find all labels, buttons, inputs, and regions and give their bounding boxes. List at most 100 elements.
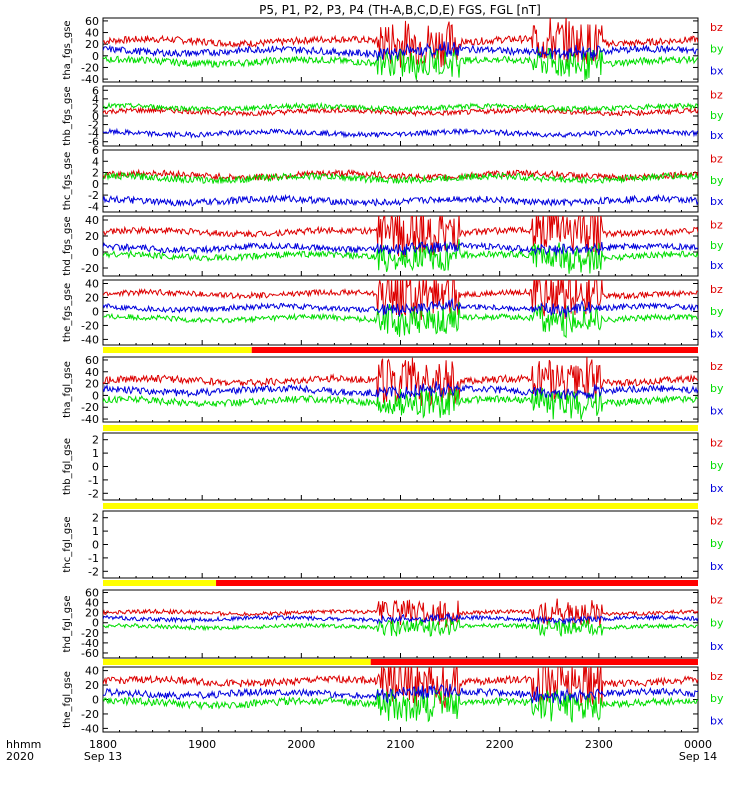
x-date-label: Sep 13 [84,750,122,763]
legend-by: by [710,537,724,550]
series-by [103,386,698,420]
series-bx [103,381,698,400]
legend-bz: bz [710,670,723,683]
y-tick-label: 4 [92,155,99,168]
legend-bx: bx [710,640,724,653]
y-axis-label: thd_fgs_gse [62,216,73,275]
y-tick-label: -40 [81,722,99,735]
panel-thc_fgl_gse: 210-1-2 thc_fgl_gse bz by bx [62,510,724,579]
y-tick-label: 4 [92,93,99,106]
mode-segment-fast [216,580,699,586]
series-bz [103,667,698,708]
legend-bx: bx [710,560,724,573]
y-tick-label: 0 [92,389,99,402]
y-tick-label: 40 [85,27,99,40]
mode-bar [103,503,698,509]
x-tick-label: 2100 [387,738,415,751]
y-tick-label: 60 [85,354,99,367]
legend-by: by [710,109,724,122]
mode-segment-slow [103,503,698,509]
mode-segment-slow [103,659,371,665]
panel-frame [102,510,699,579]
y-tick-label: -20 [81,319,99,332]
y-axis-label: thc_fgs_gse [62,152,73,211]
legend-bz: bz [710,153,723,166]
mode-segment-slow [103,580,217,586]
series-bx [103,41,698,61]
series-bx [103,683,698,705]
series-by [103,688,698,723]
legend-bz: bz [710,360,723,373]
legend-by: by [710,382,724,395]
y-tick-label: -2 [88,565,99,578]
y-tick-label: 0 [92,246,99,259]
legend-by: by [710,692,724,705]
legend-bx: bx [710,64,724,77]
y-tick-label: -4 [88,200,99,213]
y-tick-label: 40 [85,277,99,290]
legend-bx: bx [710,259,724,272]
series-by [103,617,698,637]
y-axis-label: thb_fgs_gse [62,86,73,145]
legend-bz: bz [710,283,723,296]
legend-bx: bx [710,195,724,208]
y-tick-label: -2 [88,189,99,202]
y-axis-label: tha_fgs_gse [62,20,73,79]
y-tick-label: -60 [81,647,99,660]
legend-by: by [710,174,724,187]
y-tick-label: -40 [81,333,99,346]
y-tick-label: 20 [85,378,99,391]
y-tick-label: -20 [81,708,99,721]
y-tick-label: -4 [88,127,99,140]
series-bz [103,105,698,118]
series-by [103,301,698,339]
mode-segment-fast [370,659,698,665]
y-tick-label: 6 [92,84,99,97]
mode-segment-slow [103,425,698,431]
legend-bx: bx [710,714,724,727]
y-tick-label: -20 [81,262,99,275]
series-bx [103,613,698,625]
y-tick-label: 60 [85,587,99,600]
y-tick-label: 20 [85,607,99,620]
y-tick-label: 0 [92,305,99,318]
series-bz [103,598,698,628]
y-axis-label: thb_fgl_gse [62,438,73,495]
mode-bar [103,425,698,431]
series-by [103,239,698,274]
series-bx [103,297,698,318]
y-tick-label: 20 [85,291,99,304]
panel-thd_fgs_gse: 40 20 0 -20 thd_fgs_gse bz by bx [62,214,724,277]
y-tick-label: 0 [92,50,99,63]
panel-frame [102,432,699,501]
y-tick-label: 40 [85,597,99,610]
y-tick-label: 40 [85,366,99,379]
legend-bz: bz [710,514,723,527]
y-tick-label: 0 [92,539,99,552]
series-by [103,171,698,185]
y-tick-label: 2 [92,434,99,447]
y-tick-label: -2 [88,119,99,132]
y-tick-label: -6 [88,136,99,149]
mode-segment-slow [103,347,252,353]
mode-bar [103,580,699,586]
series-bx [103,193,698,208]
legend-bx: bx [710,482,724,495]
y-tick-label: 1 [92,525,99,538]
plot-title: P5, P1, P2, P3, P4 (TH-A,B,C,D,E) FGS, F… [259,3,541,17]
y-tick-label: 2 [92,167,99,180]
panel-frame [102,666,699,733]
x-tick-label: 1800 [89,738,117,751]
y-axis-label: tha_fgl_gse [62,361,73,418]
legend-by: by [710,617,724,630]
x-axis-label-year: 2020 [6,750,34,763]
x-tick-label: 2200 [486,738,514,751]
y-tick-label: -20 [81,401,99,414]
y-tick-label: 40 [85,214,99,227]
y-tick-label: 6 [92,144,99,157]
y-tick-label: 20 [85,38,99,51]
